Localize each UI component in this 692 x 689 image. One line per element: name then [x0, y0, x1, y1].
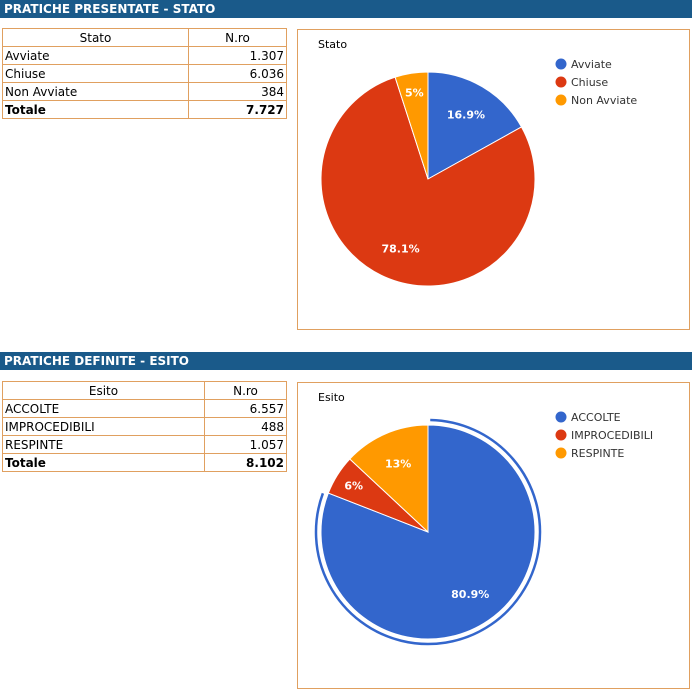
- pie-slice-respinte[interactable]: [349, 424, 429, 534]
- esito-chart: Esito 80.9% 6% 13% ACCOLTE IMPROCEDIBILI RESP…: [297, 382, 690, 689]
- legend-item[interactable]: RESPINTE: [571, 447, 624, 460]
- legend-item[interactable]: IMPROCEDIBILI: [571, 429, 653, 442]
- stato-pie-chart: 16.9% 78.1% 5% Avviate Chiuse Non Avviate: [320, 58, 637, 287]
- chart-title: Stato: [318, 38, 348, 51]
- legend-item[interactable]: Avviate: [571, 58, 612, 71]
- table-row: RESPINTE 1.057: [2, 435, 287, 454]
- slice-label: 6%: [344, 479, 363, 492]
- column-header-nro: N.ro: [188, 28, 287, 47]
- table-row: Chiuse 6.036: [2, 64, 287, 83]
- row-value: 1.307: [188, 46, 287, 65]
- total-row: Totale 7.727: [2, 100, 287, 119]
- table-row: IMPROCEDIBILI 488: [2, 417, 287, 436]
- column-header-nro: N.ro: [204, 381, 287, 400]
- slice-label: 78.1%: [381, 243, 419, 256]
- stato-section-header: PRATICHE PRESENTATE - STATO: [0, 0, 692, 18]
- total-label: Totale: [2, 453, 205, 472]
- slice-label: 5%: [405, 86, 424, 99]
- row-value: 488: [204, 417, 287, 436]
- total-value: 8.102: [204, 453, 287, 472]
- row-value: 6.036: [188, 64, 287, 83]
- legend-marker: [555, 58, 567, 70]
- table-header-row: Stato N.ro: [2, 28, 287, 47]
- slice-label: 16.9%: [447, 108, 485, 121]
- column-header-stato: Stato: [2, 28, 189, 47]
- legend-marker: [555, 429, 567, 441]
- esito-table: Esito N.ro ACCOLTE 6.557 IMPROCEDIBILI 4…: [2, 381, 287, 472]
- table-row: ACCOLTE 6.557: [2, 399, 287, 418]
- row-value: 384: [188, 82, 287, 101]
- row-label: Avviate: [2, 46, 189, 65]
- legend-marker: [555, 76, 567, 88]
- esito-pie-chart: 80.9% 6% 13% ACCOLTE IMPROCEDIBILI RESPINTE: [314, 411, 653, 646]
- table-row: Non Avviate 384: [2, 82, 287, 101]
- row-label: RESPINTE: [2, 435, 205, 454]
- pie-slice-chiuse[interactable]: [320, 76, 536, 287]
- table-header-row: Esito N.ro: [2, 381, 287, 400]
- legend-marker: [555, 94, 567, 106]
- legend-marker: [555, 447, 567, 459]
- row-value: 1.057: [204, 435, 287, 454]
- total-row: Totale 8.102: [2, 453, 287, 472]
- table-row: Avviate 1.307: [2, 46, 287, 65]
- pie-slice-avviate[interactable]: [427, 71, 523, 180]
- chart-title: Esito: [318, 391, 345, 404]
- row-label: ACCOLTE: [2, 399, 205, 418]
- row-label: Non Avviate: [2, 82, 189, 101]
- row-value: 6.557: [204, 399, 287, 418]
- legend-item[interactable]: Chiuse: [571, 76, 608, 89]
- total-value: 7.727: [188, 100, 287, 119]
- row-label: Chiuse: [2, 64, 189, 83]
- legend-marker: [555, 411, 567, 423]
- total-label: Totale: [2, 100, 189, 119]
- esito-section-header: PRATICHE DEFINITE - ESITO: [0, 352, 692, 370]
- stato-table: Stato N.ro Avviate 1.307 Chiuse 6.036 No…: [2, 28, 287, 119]
- legend-item[interactable]: ACCOLTE: [571, 411, 621, 424]
- pie-slice-non-avviate[interactable]: [394, 71, 429, 180]
- legend-item[interactable]: Non Avviate: [571, 94, 637, 107]
- slice-highlight-ring: [314, 418, 542, 646]
- row-label: IMPROCEDIBILI: [2, 417, 205, 436]
- column-header-esito: Esito: [2, 381, 205, 400]
- slice-label: 13%: [385, 457, 411, 470]
- stato-chart: Stato 16.9% 78.1% 5% Avviate Chiuse Non Avvia…: [297, 29, 690, 330]
- slice-label: 80.9%: [451, 588, 489, 601]
